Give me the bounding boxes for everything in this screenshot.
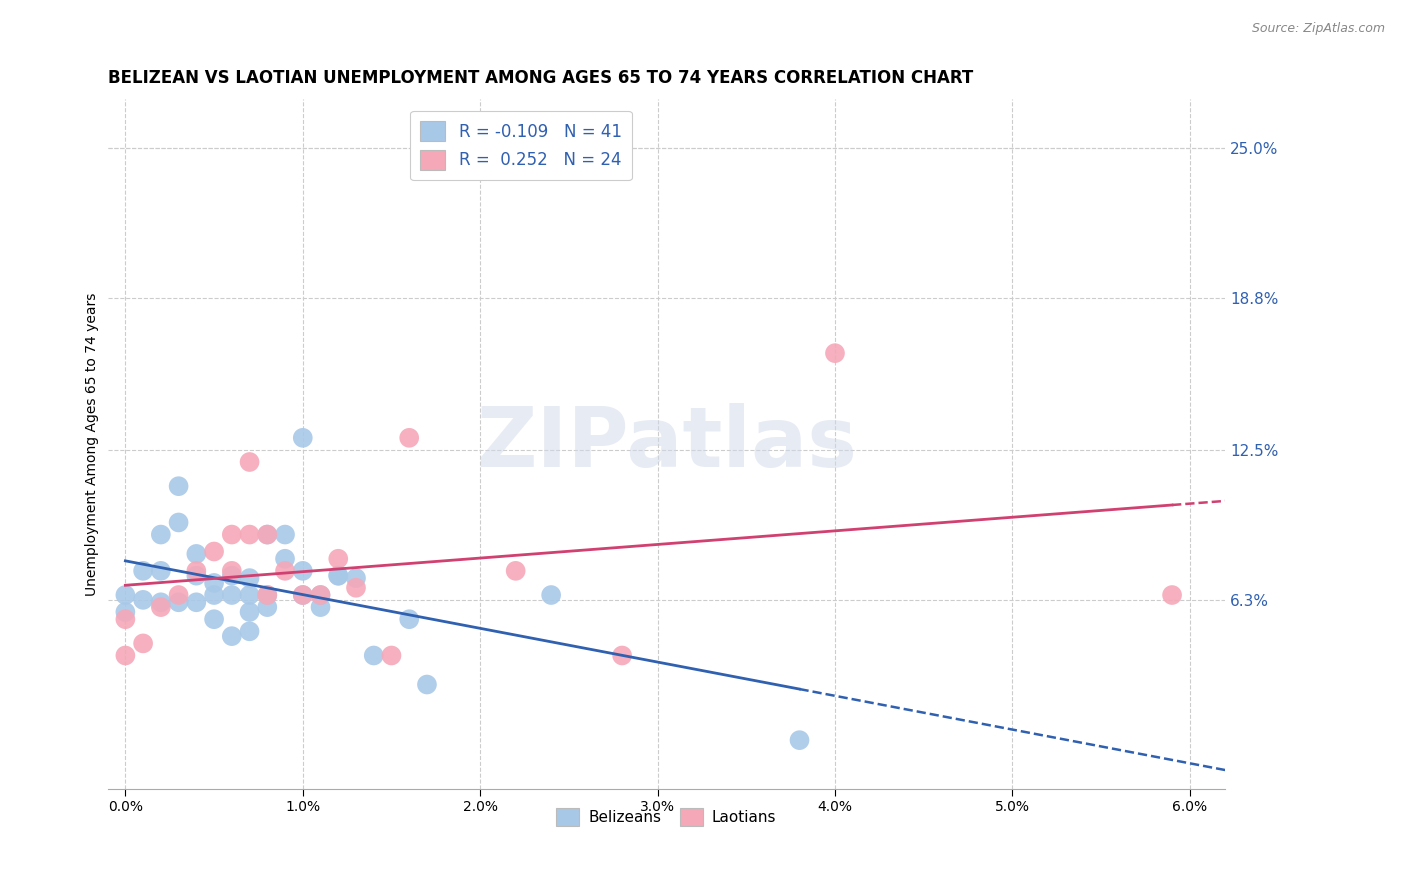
Point: [186, 595, 208, 609]
Point: [256, 527, 278, 541]
Point: [202, 576, 225, 591]
Point: [167, 479, 190, 493]
Point: [186, 564, 208, 578]
Point: [114, 605, 136, 619]
Point: [328, 551, 350, 566]
Point: [789, 733, 811, 747]
Point: [344, 571, 367, 585]
Point: [363, 648, 385, 663]
Text: Source: ZipAtlas.com: Source: ZipAtlas.com: [1251, 22, 1385, 36]
Point: [610, 648, 633, 663]
Point: [221, 629, 243, 643]
Point: [824, 346, 846, 360]
Point: [132, 564, 155, 578]
Y-axis label: Unemployment Among Ages 65 to 74 years: Unemployment Among Ages 65 to 74 years: [86, 293, 100, 596]
Point: [291, 431, 314, 445]
Point: [328, 568, 350, 582]
Point: [505, 564, 527, 578]
Legend: Belizeans, Laotians: Belizeans, Laotians: [550, 802, 783, 832]
Point: [291, 564, 314, 578]
Point: [132, 592, 155, 607]
Point: [114, 612, 136, 626]
Point: [149, 527, 172, 541]
Point: [149, 564, 172, 578]
Text: BELIZEAN VS LAOTIAN UNEMPLOYMENT AMONG AGES 65 TO 74 YEARS CORRELATION CHART: BELIZEAN VS LAOTIAN UNEMPLOYMENT AMONG A…: [108, 69, 973, 87]
Point: [238, 527, 260, 541]
Point: [238, 624, 260, 639]
Point: [149, 600, 172, 615]
Point: [328, 568, 350, 582]
Point: [238, 571, 260, 585]
Point: [202, 544, 225, 558]
Point: [416, 677, 439, 691]
Point: [202, 588, 225, 602]
Point: [186, 547, 208, 561]
Point: [167, 588, 190, 602]
Point: [202, 612, 225, 626]
Point: [1161, 588, 1184, 602]
Point: [256, 588, 278, 602]
Point: [238, 605, 260, 619]
Point: [309, 588, 332, 602]
Point: [274, 564, 297, 578]
Point: [167, 595, 190, 609]
Point: [398, 612, 420, 626]
Point: [256, 600, 278, 615]
Text: ZIPatlas: ZIPatlas: [477, 403, 858, 484]
Point: [221, 527, 243, 541]
Point: [309, 588, 332, 602]
Point: [274, 527, 297, 541]
Point: [149, 595, 172, 609]
Point: [238, 455, 260, 469]
Point: [291, 588, 314, 602]
Point: [221, 588, 243, 602]
Point: [221, 568, 243, 582]
Point: [291, 588, 314, 602]
Point: [309, 600, 332, 615]
Point: [344, 581, 367, 595]
Point: [256, 527, 278, 541]
Point: [540, 588, 562, 602]
Point: [380, 648, 402, 663]
Point: [132, 636, 155, 650]
Point: [186, 568, 208, 582]
Point: [398, 431, 420, 445]
Point: [274, 551, 297, 566]
Point: [256, 588, 278, 602]
Point: [238, 588, 260, 602]
Point: [167, 516, 190, 530]
Point: [114, 648, 136, 663]
Point: [221, 564, 243, 578]
Point: [114, 588, 136, 602]
